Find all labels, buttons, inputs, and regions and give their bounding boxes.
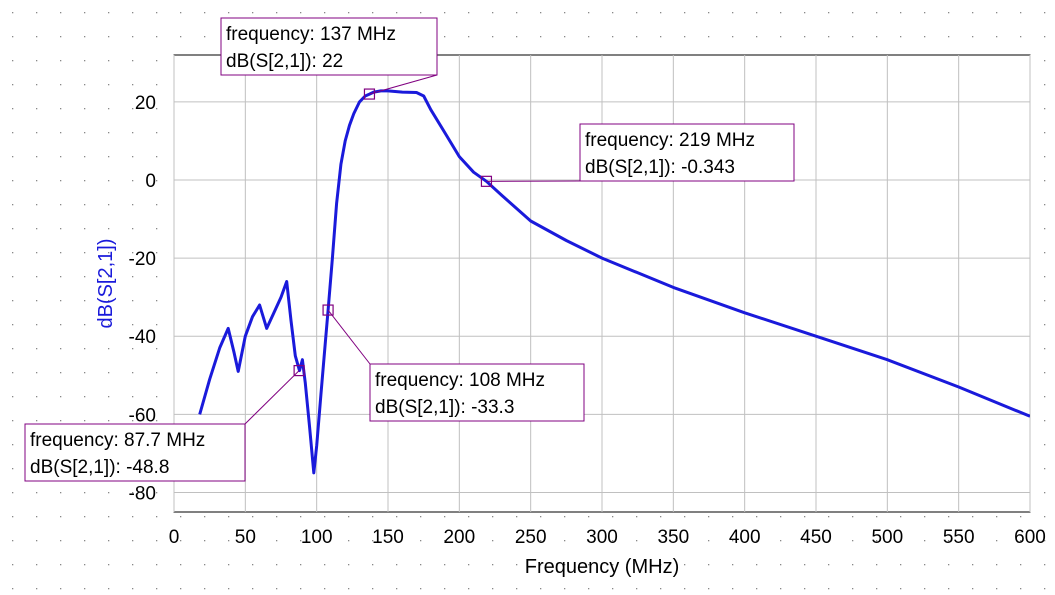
annotation-value-text: dB(S[2,1]): -48.8: [30, 457, 169, 478]
x-tick-label: 450: [800, 527, 832, 548]
x-tick-label: 300: [586, 527, 618, 548]
y-tick-label: 20: [135, 93, 156, 114]
annotation-value-text: dB(S[2,1]): 22: [226, 51, 343, 72]
y-tick-label: 0: [145, 171, 156, 192]
series-layer: [198, 89, 1030, 475]
annotation-frequency-text: frequency: 219 MHz: [585, 130, 755, 151]
marker-square: [293, 365, 305, 377]
gridlines: [173, 55, 1031, 512]
x-tick-label: 50: [235, 527, 256, 548]
x-tick-label: 550: [943, 527, 975, 548]
annotation-frequency-text: frequency: 87.7 MHz: [30, 430, 205, 451]
x-tick-labels: 0 50 100 150 200 250 300 350 400 450 500 550 600: [169, 527, 1046, 548]
x-tick-label: 0: [169, 527, 180, 548]
x-tick-label: 600: [1014, 527, 1046, 548]
y-tick-label: -80: [129, 483, 156, 504]
marker-annotation: frequency: 87.7 MHz dB(S[2,1]): -48.8: [24, 365, 305, 482]
marker-annotation: frequency: 108 MHz dB(S[2,1]): -33.3: [322, 304, 585, 422]
x-tick-label: 150: [372, 527, 404, 548]
marker-annotation: frequency: 137 MHz dB(S[2,1]): 22: [220, 17, 438, 100]
x-tick-label: 250: [515, 527, 547, 548]
y-tick-label: -40: [129, 327, 156, 348]
x-tick-label: 500: [871, 527, 903, 548]
annotation-value-text: dB(S[2,1]): -0.343: [585, 157, 735, 178]
y-tick-label: -20: [129, 249, 156, 270]
series-line: [198, 89, 1030, 475]
annotation-box: [24, 423, 246, 482]
y-tick-label: -60: [129, 405, 156, 426]
annotation-value-text: dB(S[2,1]): -33.3: [375, 397, 514, 418]
annotation-frequency-text: frequency: 137 MHz: [226, 24, 396, 45]
leader-line: [244, 370, 300, 425]
x-tick-label: 350: [657, 527, 689, 548]
marker-square: [322, 304, 334, 316]
annotation-box: [369, 363, 585, 422]
y-tick-labels: -80 -60 -40 -20 0 20: [129, 93, 156, 505]
x-tick-label: 100: [301, 527, 333, 548]
marker-square: [363, 88, 376, 100]
x-tick-label: 200: [443, 527, 475, 548]
x-tick-label: 400: [729, 527, 761, 548]
annotation-frequency-text: frequency: 108 MHz: [375, 370, 545, 391]
leader-line: [327, 309, 371, 365]
marker-square: [480, 175, 493, 187]
y-axis-label: dB(S[2,1]): [95, 238, 117, 328]
marker-annotation: frequency: 219 MHz dB(S[2,1]): -0.343: [480, 123, 795, 187]
annotation-box: [220, 17, 438, 76]
annotation-box: [579, 123, 795, 182]
x-axis-label: Frequency (MHz): [525, 556, 679, 578]
leader-line: [369, 74, 438, 95]
